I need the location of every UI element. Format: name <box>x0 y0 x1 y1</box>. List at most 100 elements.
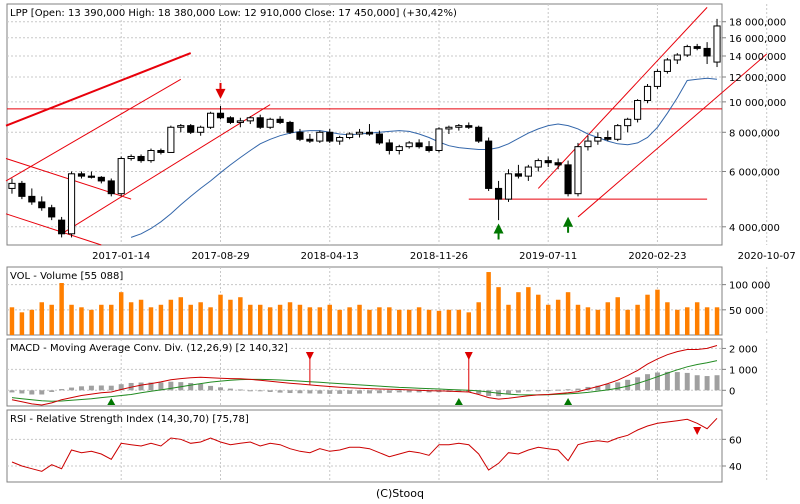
candle-body <box>137 155 145 162</box>
volume-bar <box>238 297 243 335</box>
volume-bar <box>516 292 521 335</box>
macd-histogram-bar <box>366 390 372 394</box>
volume-bar <box>367 309 372 335</box>
candle-body <box>67 173 76 235</box>
candle-body <box>624 118 632 127</box>
volume-bar <box>456 309 462 335</box>
volume-bar <box>704 307 710 335</box>
channel-2017-upper <box>5 78 182 182</box>
y-tick-label-macd: 0 <box>729 386 735 397</box>
macd-histogram-bar <box>98 385 104 391</box>
macd-histogram-bar <box>515 390 521 393</box>
macd-panel-title-background <box>8 342 290 355</box>
rsi-panel-title-background <box>8 413 251 426</box>
y-tick-label-volume: 50 000 <box>729 306 764 317</box>
volume-bar <box>645 294 650 335</box>
volume-bar <box>377 307 382 335</box>
candle-body <box>524 166 532 177</box>
candle-body <box>634 100 642 120</box>
candle-body <box>18 182 26 197</box>
candle-body <box>296 131 304 140</box>
y-tick-label-macd: 1 000 <box>729 365 758 376</box>
x-tick-label: 2020-02-23 <box>628 251 686 262</box>
macd-line <box>11 345 718 406</box>
macd-histogram-bar <box>188 382 194 391</box>
candle-body <box>206 112 215 128</box>
candle-body <box>97 176 105 182</box>
candle-body <box>375 133 383 144</box>
macd-histogram-bar <box>376 390 382 394</box>
candle-body <box>445 126 453 130</box>
volume-bar <box>655 289 660 335</box>
candle-body <box>703 47 711 57</box>
candle-body <box>604 137 612 140</box>
macd-histogram-bar <box>615 382 621 391</box>
macd-buy-marker <box>107 398 116 405</box>
candle-body <box>177 125 185 128</box>
rsi-line <box>11 417 718 472</box>
panel-frame-price <box>6 3 723 246</box>
volume-bar <box>208 307 213 335</box>
volume-bar <box>536 294 541 335</box>
macd-histogram-bar <box>605 384 611 391</box>
macd-histogram-bar <box>19 390 25 394</box>
volume-bar <box>59 274 64 335</box>
macd-histogram-bar <box>9 390 15 393</box>
volume-panel-title: VOL - Volume [55 088] <box>10 271 123 282</box>
macd-histogram-bar <box>317 390 323 394</box>
volume-bar <box>257 304 263 335</box>
footer-credit: (C)Stooq <box>376 487 424 500</box>
macd-histogram-bar <box>267 390 273 392</box>
candle-body <box>683 46 691 56</box>
candle-body <box>316 131 324 142</box>
candle-body <box>475 126 483 142</box>
candle-body <box>147 149 155 162</box>
volume-bar <box>635 304 640 335</box>
macd-histogram-bar <box>595 385 601 391</box>
candle-body <box>534 160 542 168</box>
volume-bar <box>466 312 472 335</box>
candle-body <box>395 146 403 151</box>
candle-body <box>157 149 165 153</box>
macd-histogram-bar <box>297 390 303 394</box>
macd-histogram-bar <box>208 385 214 391</box>
volume-bar <box>49 304 54 335</box>
volume-bar <box>605 302 611 335</box>
volume-bar <box>347 307 352 335</box>
macd-histogram-bar <box>704 376 710 391</box>
macd-signal-line <box>11 360 718 402</box>
panel-frame-vol <box>6 266 723 336</box>
volume-bar <box>694 302 700 335</box>
macd-histogram-bar <box>694 375 700 391</box>
volume-bar <box>714 307 720 335</box>
volume-bar <box>615 297 620 335</box>
rsi-panel-title: RSI - Relative Strength Index (14,30,70)… <box>10 414 249 425</box>
volume-bar <box>19 312 25 335</box>
x-tick-label: 2019-07-11 <box>519 251 577 262</box>
volume-bar <box>307 307 313 335</box>
macd-histogram-bar <box>128 382 134 391</box>
macd-histogram-bar <box>227 388 233 391</box>
macd-buy-marker <box>454 398 463 405</box>
volume-bar <box>595 309 601 335</box>
volume-bar <box>625 309 630 335</box>
volume-bar <box>565 292 571 335</box>
macd-histogram-bar <box>118 384 124 391</box>
candle-body <box>346 133 354 139</box>
macd-histogram-bar <box>287 390 293 394</box>
candle-body <box>564 164 572 195</box>
volume-bar <box>665 302 670 335</box>
buy-arrow-marker <box>493 223 504 234</box>
volume-bar <box>526 287 531 335</box>
macd-histogram-bar <box>327 390 333 394</box>
macd-histogram-bar <box>138 382 144 391</box>
volume-bar <box>9 307 15 335</box>
rsi-sell-marker <box>693 427 702 435</box>
volume-bar <box>248 304 253 335</box>
volume-bar <box>406 309 412 335</box>
y-tick-label-price: 10 000,000 <box>729 98 786 109</box>
volume-bar <box>416 307 422 335</box>
trend-line-upper-thick <box>5 52 192 127</box>
